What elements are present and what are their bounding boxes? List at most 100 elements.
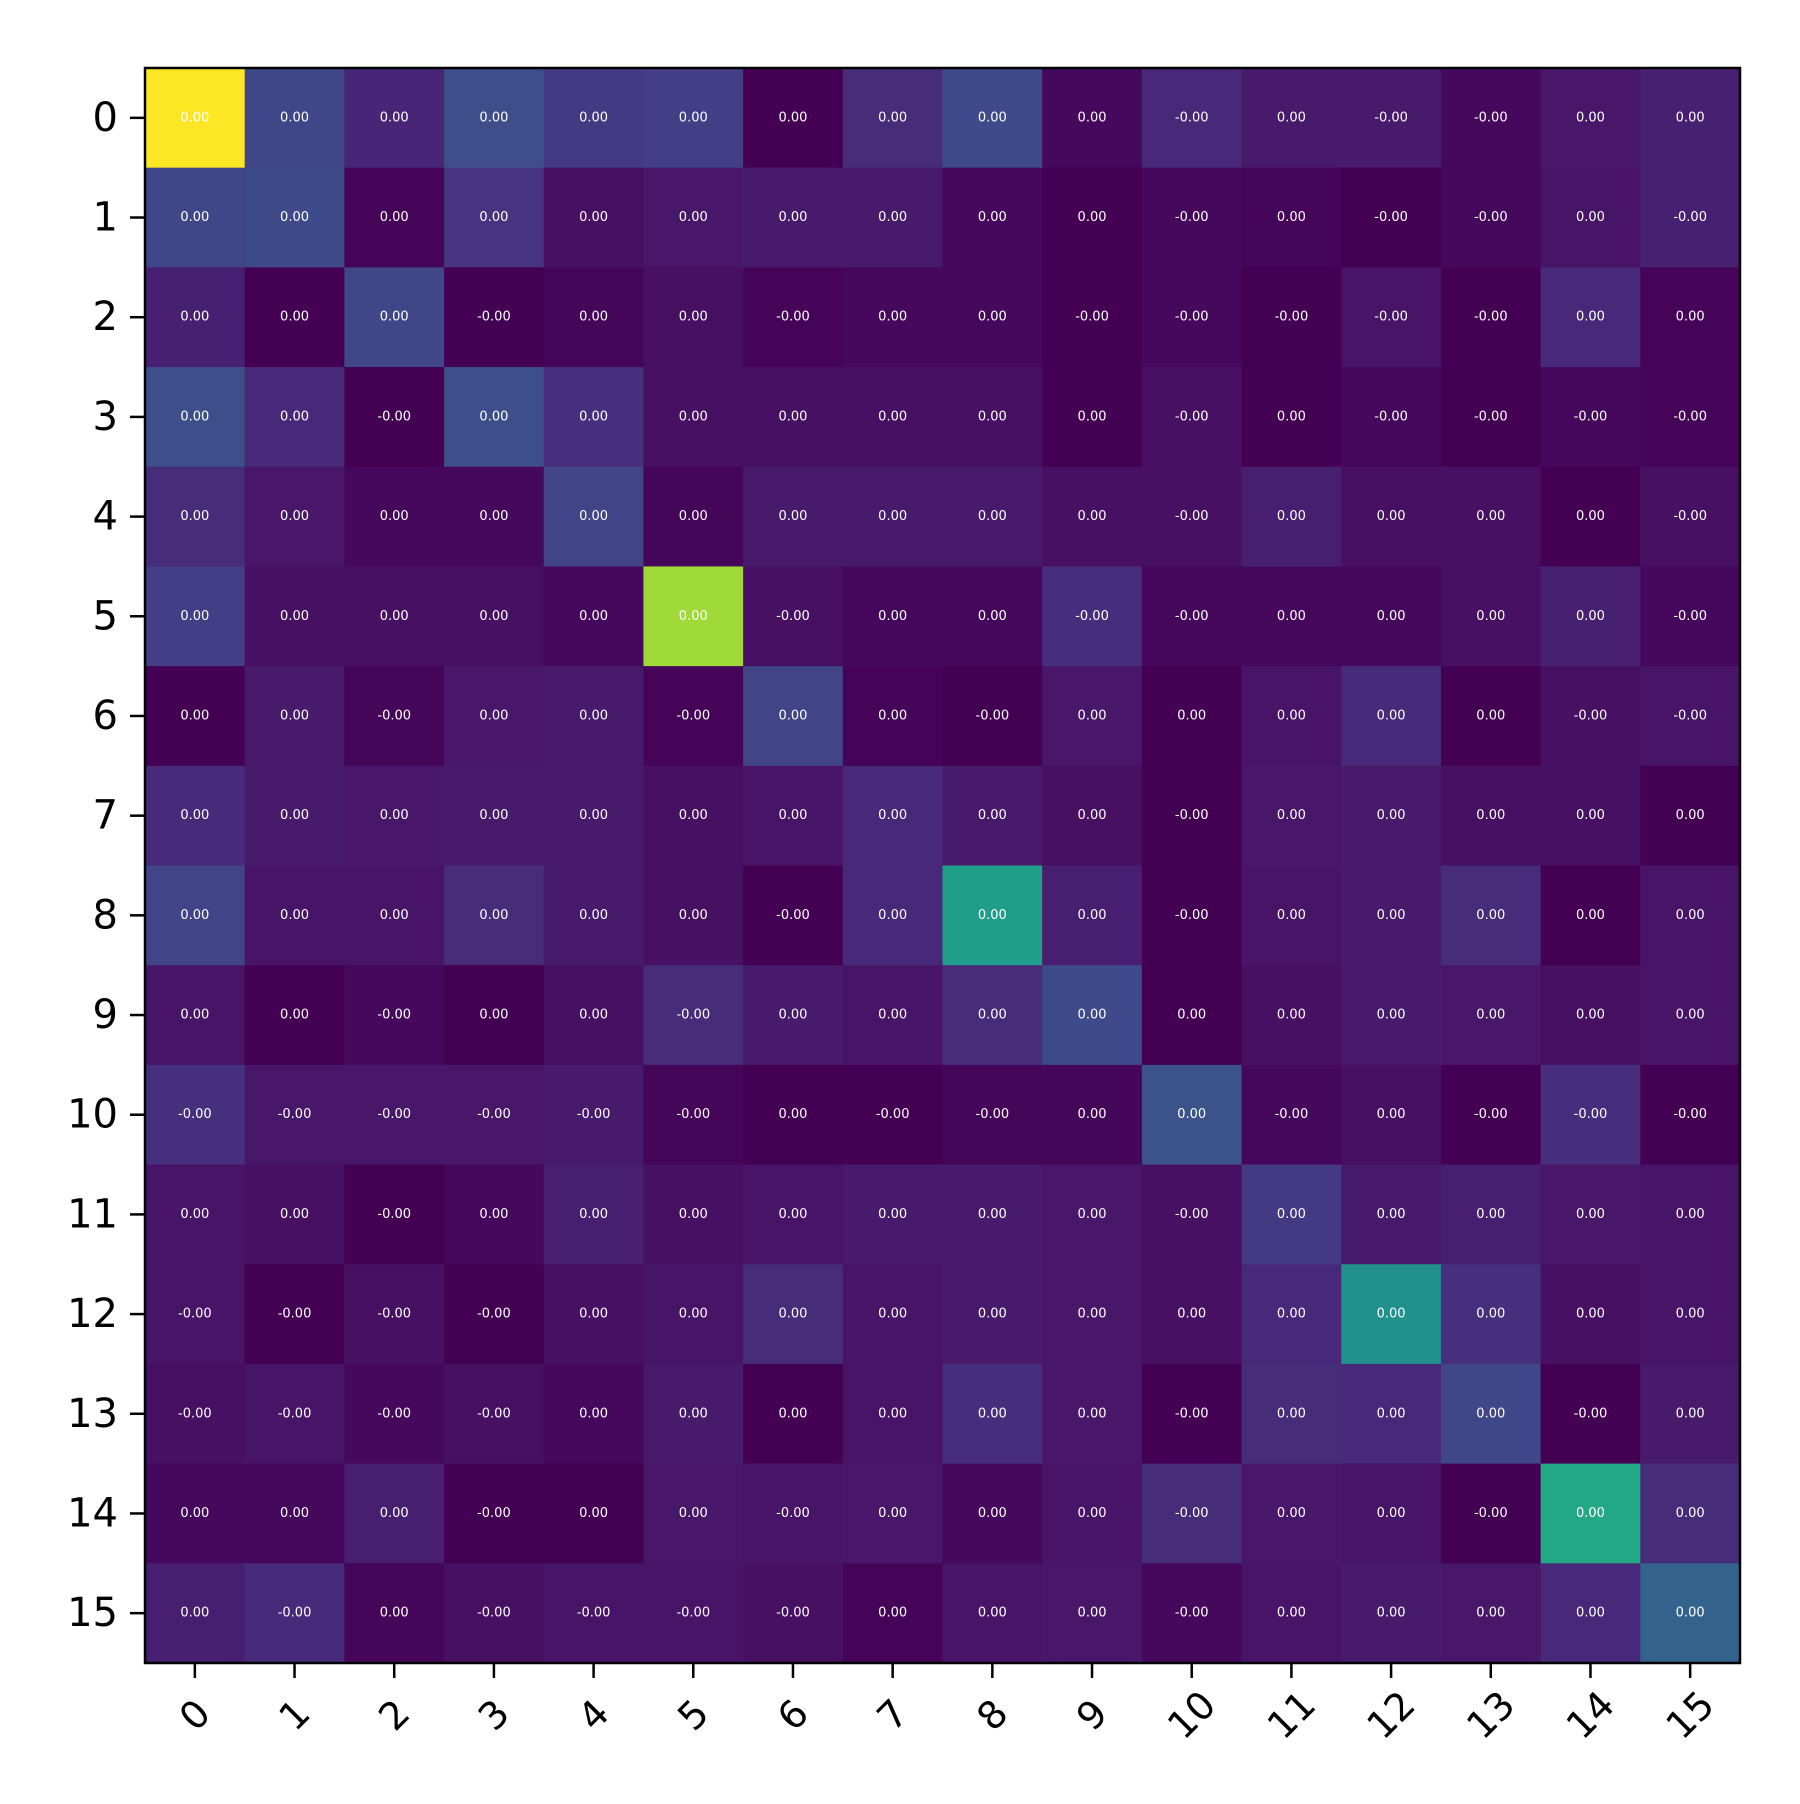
heatmap-cell-3-5 xyxy=(643,367,744,468)
cell-value-label-14-0: 0.00 xyxy=(180,1506,209,1521)
cell-value-label-11-1: 0.00 xyxy=(280,1207,309,1222)
cell-value-label-0-1: 0.00 xyxy=(280,110,309,125)
x-tick-label-15: 15 xyxy=(1658,1682,1723,1747)
heatmap-cell-13-2 xyxy=(344,1363,445,1465)
heatmap-cell-3-4 xyxy=(543,367,645,468)
heatmap-cell-5-7 xyxy=(842,566,944,667)
cell-value-label-0-0: 0.00 xyxy=(180,110,209,125)
cell-value-label-15-8: 0.00 xyxy=(978,1606,1007,1621)
cell-value-label-11-7: 0.00 xyxy=(878,1207,907,1222)
cell-value-label-6-6: 0.00 xyxy=(778,708,807,723)
y-tick-label-10: 10 xyxy=(67,1092,118,1138)
heatmap-cell-7-6 xyxy=(743,765,844,867)
heatmap-cell-10-9 xyxy=(1042,1064,1143,1166)
heatmap-cell-8-12 xyxy=(1341,865,1442,966)
cell-value-label-15-4: -0.00 xyxy=(577,1606,611,1621)
cell-value-label-1-4: 0.00 xyxy=(579,210,608,225)
cell-value-label-0-15: 0.00 xyxy=(1676,110,1705,125)
cell-value-label-7-13: 0.00 xyxy=(1476,808,1505,823)
heatmap-cell-12-14 xyxy=(1540,1264,1641,1365)
heatmap-cell-6-0 xyxy=(145,666,246,767)
heatmap-cell-0-11 xyxy=(1241,68,1342,169)
cell-value-label-11-12: 0.00 xyxy=(1377,1207,1406,1222)
heatmap-cell-13-5 xyxy=(643,1363,744,1465)
heatmap-cell-8-15 xyxy=(1640,865,1741,966)
cell-value-label-14-9: 0.00 xyxy=(1078,1506,1107,1521)
cell-value-label-0-2: 0.00 xyxy=(380,110,409,125)
cell-value-label-15-2: 0.00 xyxy=(380,1606,409,1621)
cell-value-label-7-7: 0.00 xyxy=(878,808,907,823)
cell-value-label-3-1: 0.00 xyxy=(280,409,309,424)
heatmap-cell-6-9 xyxy=(1042,666,1143,767)
cell-value-label-3-7: 0.00 xyxy=(878,409,907,424)
cell-value-label-6-11: 0.00 xyxy=(1277,708,1306,723)
heatmap-cell-2-8 xyxy=(942,267,1043,368)
cell-value-label-0-3: 0.00 xyxy=(479,110,508,125)
heatmap-cell-4-4 xyxy=(543,466,645,568)
heatmap-cell-4-11 xyxy=(1241,466,1342,568)
cell-value-label-9-9: 0.00 xyxy=(1078,1008,1107,1023)
cell-value-label-11-15: 0.00 xyxy=(1676,1207,1705,1222)
cell-value-label-6-3: 0.00 xyxy=(479,708,508,723)
cell-value-label-3-15: -0.00 xyxy=(1673,409,1707,424)
heatmap-cell-15-14 xyxy=(1540,1563,1641,1664)
heatmap-cell-15-12 xyxy=(1341,1563,1442,1664)
heatmap-cell-8-11 xyxy=(1241,865,1342,966)
heatmap-cell-8-3 xyxy=(444,865,545,966)
heatmap-cell-6-6 xyxy=(743,666,844,767)
y-tick-label-6: 6 xyxy=(93,693,118,739)
heatmap-cell-1-3 xyxy=(444,167,545,268)
cell-value-label-7-9: 0.00 xyxy=(1078,808,1107,823)
heatmap-cell-15-10 xyxy=(1141,1563,1243,1664)
heatmap-cell-1-14 xyxy=(1540,167,1641,268)
cell-value-label-1-9: 0.00 xyxy=(1078,210,1107,225)
heatmap-cell-13-0 xyxy=(145,1363,246,1465)
cell-value-label-7-6: 0.00 xyxy=(778,808,807,823)
cell-value-label-11-13: 0.00 xyxy=(1476,1207,1505,1222)
cell-value-label-12-12: 0.00 xyxy=(1377,1307,1406,1322)
cell-value-label-6-9: 0.00 xyxy=(1078,708,1107,723)
cell-value-label-4-0: 0.00 xyxy=(180,509,209,524)
cell-value-label-12-5: 0.00 xyxy=(679,1307,708,1322)
heatmap-cell-11-5 xyxy=(643,1164,744,1265)
x-tick-label-5: 5 xyxy=(669,1691,717,1739)
cell-value-label-5-15: -0.00 xyxy=(1673,609,1707,624)
cell-value-label-9-5: -0.00 xyxy=(676,1008,710,1023)
heatmap-cell-12-7 xyxy=(842,1264,944,1365)
heatmap-cell-3-1 xyxy=(244,367,345,468)
heatmap-cell-9-6 xyxy=(743,965,844,1066)
cell-value-label-4-11: 0.00 xyxy=(1277,509,1306,524)
heatmap-cell-13-13 xyxy=(1440,1363,1542,1465)
cell-value-label-4-15: -0.00 xyxy=(1673,509,1707,524)
heatmap-cell-13-15 xyxy=(1640,1363,1741,1465)
cell-value-label-10-2: -0.00 xyxy=(377,1107,411,1122)
heatmap-cell-2-12 xyxy=(1341,267,1442,368)
heatmap-cell-14-13 xyxy=(1440,1463,1542,1564)
heatmap-cell-15-7 xyxy=(842,1563,944,1664)
heatmap-cell-11-7 xyxy=(842,1164,944,1265)
heatmap-cell-7-15 xyxy=(1640,765,1741,867)
cell-value-label-6-1: 0.00 xyxy=(280,708,309,723)
cell-value-label-15-6: -0.00 xyxy=(776,1606,810,1621)
cell-value-label-15-12: 0.00 xyxy=(1377,1606,1406,1621)
cell-value-label-10-9: 0.00 xyxy=(1078,1107,1107,1122)
cell-value-label-6-10: 0.00 xyxy=(1177,708,1206,723)
heatmap-cell-7-8 xyxy=(942,765,1043,867)
heatmap-cell-3-6 xyxy=(743,367,844,468)
cell-value-label-7-0: 0.00 xyxy=(180,808,209,823)
heatmap-cell-0-12 xyxy=(1341,68,1442,169)
y-tick-label-15: 15 xyxy=(67,1590,118,1636)
heatmap-cell-6-12 xyxy=(1341,666,1442,767)
heatmap-cell-9-8 xyxy=(942,965,1043,1066)
cell-value-label-5-14: 0.00 xyxy=(1576,609,1605,624)
cell-value-label-10-5: -0.00 xyxy=(676,1107,710,1122)
heatmap-cell-0-7 xyxy=(842,68,944,169)
cell-value-label-2-15: 0.00 xyxy=(1676,310,1705,325)
cell-value-label-11-11: 0.00 xyxy=(1277,1207,1306,1222)
cell-value-label-15-10: -0.00 xyxy=(1175,1606,1209,1621)
cell-value-label-9-4: 0.00 xyxy=(579,1008,608,1023)
heatmap-cell-2-1 xyxy=(244,267,345,368)
heatmap-cell-8-10 xyxy=(1141,865,1243,966)
cell-value-label-3-13: -0.00 xyxy=(1474,409,1508,424)
heatmap-cell-14-10 xyxy=(1141,1463,1243,1564)
